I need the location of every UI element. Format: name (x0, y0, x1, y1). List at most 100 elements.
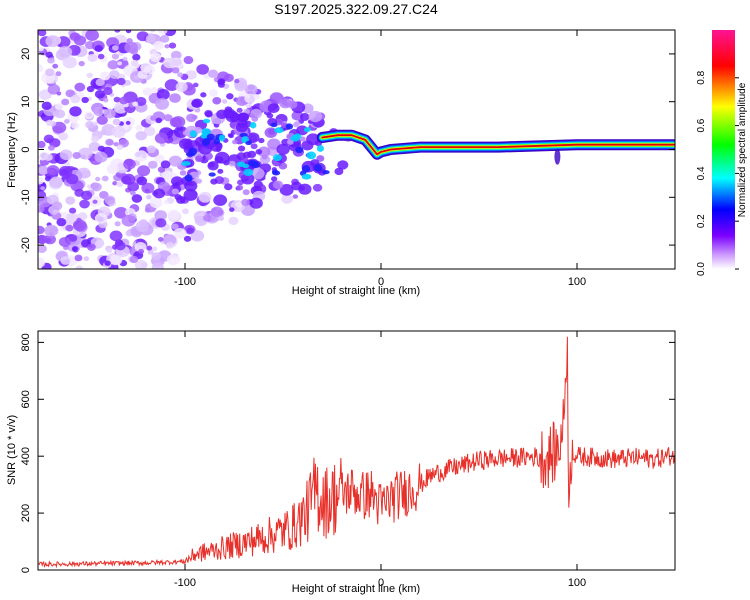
spectrogram-noise-blob (122, 56, 128, 61)
spectrogram-noise-blob (129, 255, 139, 264)
spectrogram-hot-spot (202, 118, 211, 124)
spectrogram-noise-blob (135, 220, 150, 232)
spectrogram-noise-blob (177, 72, 184, 78)
spectrogram-noise-blob (91, 182, 102, 192)
spectrogram-hot-spot (236, 161, 246, 167)
spectrogram-hot-spot (184, 174, 193, 182)
spectrogram-noise-blob (300, 112, 310, 121)
spectrogram-noise-blob (59, 149, 73, 161)
spectrogram-noise-blob (74, 82, 86, 92)
spectrogram-noise-blob (208, 69, 219, 79)
spectrogram-noise-blob (106, 247, 113, 253)
spectrogram-noise-blob (235, 201, 242, 208)
spectrogram-noise-blob (74, 254, 83, 262)
spectrogram-hot-spot (270, 122, 278, 128)
spectrogram-noise-blob (279, 183, 294, 196)
spectrogram-noise-blob (121, 175, 132, 185)
spectrogram-noise-blob (58, 132, 69, 141)
spectrogram-noise-blob (41, 101, 52, 111)
spectrogram-noise-blob (171, 116, 186, 128)
spectrogram-noise-blob (47, 84, 61, 95)
spectrogram-noise-blob (116, 144, 124, 150)
spectrogram-noise-blob (255, 149, 263, 155)
spectrogram-noise-blob (86, 72, 93, 78)
spectrogram-noise-blob (155, 117, 163, 124)
spectrogram-noise-blob (136, 31, 149, 42)
colorbar-tick-label: 0.0 (696, 262, 707, 276)
spectrogram-noise-blob (69, 32, 80, 41)
spectrogram-noise-blob (170, 50, 182, 60)
spectrogram-noise-blob (44, 175, 52, 182)
spectrogram-hot-spot (208, 172, 216, 177)
snr-ylabel: SNR (10 * v/v) (6, 415, 18, 485)
spectrogram-noise-blob (149, 52, 162, 62)
spectrogram-noise-blob (128, 209, 134, 214)
spectrogram-noise-blob (48, 144, 55, 151)
snr-series-line (38, 336, 675, 569)
spectrogram-noise-blob (121, 214, 136, 227)
snr-panel: -100 0 100 0 200 400 600 800 Height of straight… (6, 330, 676, 595)
spectrogram-noise-blob (72, 219, 87, 232)
spectrogram-noise-blob (61, 98, 70, 106)
spectrogram-noise-blob (43, 234, 56, 245)
spectrogram-noise-blob (65, 89, 75, 98)
spectrogram-noise-blob (58, 46, 73, 58)
spectrogram-noise-blob (210, 178, 218, 185)
spectrogram-noise-blob (147, 160, 158, 169)
spectrogram-noise-blob (163, 199, 170, 205)
spectrogram-noise-blob (215, 147, 222, 152)
spectrogram-noise-blob (228, 216, 239, 226)
spectrogram-noise-blob (257, 146, 271, 158)
spectrogram-noise-blob (337, 160, 349, 170)
spectrogram-noise-blob (165, 241, 174, 249)
spectrogram-noise-blob (91, 135, 99, 143)
spectrogram-noise-blob (38, 30, 47, 37)
snr-xtick-label: 0 (378, 577, 384, 589)
spectrogram-noise-blob (58, 236, 71, 247)
spectrogram-noise-blob (271, 176, 278, 182)
spectrogram-noise-blob (72, 152, 81, 159)
spectrogram-noise-blob (45, 119, 54, 126)
spectrogram-noise-blob (54, 103, 64, 110)
spectrogram-noise-blob (97, 53, 105, 60)
spectrogram-hot-spot (206, 133, 215, 141)
spectrogram-noise-blob (145, 194, 152, 200)
spectrogram-noise-blob (237, 112, 250, 122)
spectrogram-noise-blob (237, 119, 248, 128)
spectrogram-noise-blob (223, 73, 234, 82)
spectrogram-noise-blob (109, 230, 123, 242)
spectrogram-noise-blob (264, 127, 278, 138)
spectrogram-xtick-label: 100 (568, 276, 586, 288)
snr-ytick-label: 0 (20, 567, 32, 573)
spectrogram-noise-blob (45, 35, 60, 48)
spectrogram-noise-blob (65, 224, 74, 232)
spectrogram-noise-blob (95, 176, 101, 182)
spectrogram-hot-spot (303, 127, 311, 133)
spectrogram-noise-blob (114, 221, 121, 227)
colorbar-tick-label: 0.8 (696, 70, 707, 84)
snr-frame (37, 330, 676, 571)
spectrogram-noise-blob (88, 141, 101, 152)
spectrogram-hot-spot (316, 145, 324, 152)
spectrogram-noise-blob (109, 254, 123, 266)
spectrogram-noise-blob (213, 194, 228, 206)
spectrogram-noise-blob (168, 155, 183, 167)
spectrogram-noise-blob (38, 225, 45, 235)
spectrogram-noise-blob (85, 121, 95, 129)
spectrogram-noise-blob (226, 93, 234, 100)
snr-xtick-label: 100 (568, 577, 586, 589)
spectrogram-noise-blob (203, 214, 212, 222)
spectrogram-hot-spot (285, 123, 293, 130)
spectrogram-noise-blob (237, 145, 246, 152)
spectrogram-noise-blob (92, 121, 98, 126)
spectrogram-noise-blob (151, 87, 158, 93)
spectrogram-ytick-label: 10 (20, 96, 32, 108)
spectrogram-noise-blob (135, 130, 147, 141)
spectrogram-noise-blob (153, 40, 164, 50)
spectrogram-noise-blob (291, 181, 302, 191)
spectrogram-noise-blob (247, 150, 257, 159)
spectrogram-noise-blob (210, 206, 224, 217)
spectrogram-ytick-label: 20 (20, 48, 32, 60)
